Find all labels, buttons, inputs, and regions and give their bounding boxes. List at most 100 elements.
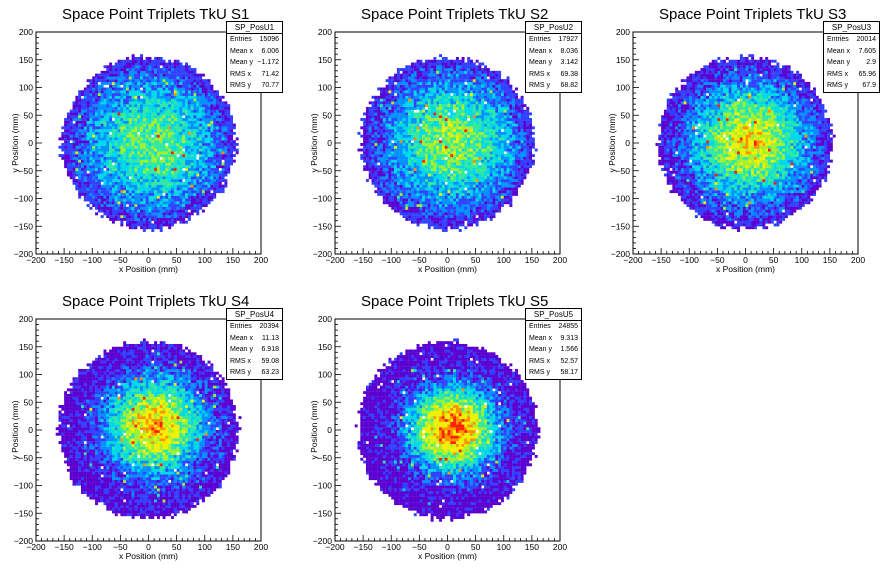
heatmap-cell (176, 190, 180, 194)
heatmap-cell (190, 201, 194, 205)
heatmap-cell (92, 170, 96, 174)
heatmap-cell (422, 145, 426, 149)
heatmap-cell (95, 131, 99, 135)
heatmap-cell (78, 120, 82, 124)
heatmap-cell (227, 134, 231, 138)
heatmap-cell (461, 143, 465, 146)
heatmap-cell (131, 201, 135, 205)
heatmap-cell (173, 70, 177, 74)
heatmap-cell (213, 98, 217, 102)
heatmap-cell (427, 156, 431, 160)
heatmap-cell (377, 143, 381, 146)
heatmap-cell (193, 148, 197, 152)
heatmap-cell (123, 87, 127, 91)
heatmap-cell (413, 181, 417, 185)
heatmap-cell (109, 154, 113, 158)
heatmap-cell (120, 143, 124, 146)
heatmap-cell (385, 115, 389, 119)
heatmap-cell (433, 209, 437, 213)
heatmap-cell (142, 143, 146, 146)
heatmap-cell (382, 165, 386, 169)
heatmap-cell (114, 206, 118, 210)
heatmap-cell (81, 137, 84, 141)
heatmap-cell (450, 217, 454, 221)
heatmap-cell (450, 187, 454, 191)
heatmap-cell (95, 192, 99, 196)
heatmap-cell (467, 131, 471, 135)
heatmap-cell (410, 187, 414, 191)
heatmap-cell (151, 223, 155, 227)
heatmap-cell (382, 162, 386, 166)
heatmap-cell (402, 184, 406, 188)
heatmap-cell (425, 151, 428, 155)
heatmap-cell (109, 81, 113, 85)
heatmap-cell (123, 170, 127, 174)
heatmap-cell (450, 68, 454, 71)
heatmap-cell (380, 95, 383, 99)
heatmap-cell (193, 192, 197, 196)
heatmap-cell (156, 226, 160, 230)
heatmap-cell (109, 140, 113, 144)
heatmap-cell (207, 95, 211, 99)
heatmap-cell (64, 148, 68, 152)
heatmap-cell (182, 73, 186, 77)
heatmap-cell (371, 137, 375, 141)
heatmap-cell (171, 156, 174, 160)
heatmap-cell (78, 173, 82, 177)
heatmap-cell (396, 204, 400, 207)
heatmap-cell (190, 131, 194, 135)
heatmap-cell (450, 215, 454, 219)
heatmap-cell (396, 206, 400, 210)
heatmap-cell (199, 140, 203, 144)
heatmap-cell (111, 137, 115, 141)
heatmap-cell (162, 90, 166, 94)
heatmap-cell (165, 131, 169, 135)
heatmap-cell (134, 123, 138, 127)
heatmap-cell (374, 118, 378, 121)
heatmap-cell (408, 162, 412, 166)
heatmap-cell (213, 134, 217, 138)
heatmap-cell (120, 134, 124, 138)
heatmap-cell (83, 179, 87, 182)
heatmap-cell (394, 165, 398, 169)
heatmap-cell (447, 106, 451, 110)
heatmap-cell (95, 90, 99, 94)
heatmap-cell (416, 184, 420, 188)
heatmap-cell (382, 98, 386, 102)
heatmap-cell (425, 181, 428, 185)
heatmap-cell (151, 68, 155, 71)
heatmap-cell (232, 159, 236, 163)
heatmap-cell (439, 151, 443, 155)
heatmap-cell (396, 195, 400, 199)
heatmap-cell (388, 140, 392, 144)
heatmap-cell (137, 209, 141, 213)
heatmap-cell (61, 154, 65, 158)
heatmap-cell (410, 220, 414, 224)
heatmap-cell (106, 145, 110, 149)
heatmap-cell (168, 112, 172, 116)
heatmap-cell (109, 123, 113, 127)
heatmap-cell (114, 165, 118, 169)
heatmap-cell (422, 112, 426, 116)
heatmap-cell (464, 131, 468, 135)
heatmap-cell (382, 123, 386, 127)
heatmap-cell (137, 181, 141, 185)
heatmap-cell (416, 173, 420, 177)
heatmap-cell (416, 59, 420, 63)
heatmap-cell (126, 79, 129, 83)
heatmap-cell (103, 104, 107, 108)
heatmap-cell (439, 206, 443, 210)
heatmap-cell (126, 209, 129, 213)
heatmap-cell (120, 129, 124, 133)
heatmap-cell (100, 73, 104, 77)
heatmap-cell (145, 137, 149, 141)
heatmap-cell (81, 115, 84, 119)
heatmap-cell (97, 179, 101, 182)
heatmap-cell (176, 126, 180, 130)
heatmap-cell (455, 176, 459, 180)
heatmap-cell (444, 176, 448, 180)
heatmap-cell (413, 212, 417, 216)
heatmap-cell (75, 165, 79, 169)
heatmap-cell (413, 137, 417, 141)
heatmap-cell (120, 90, 124, 94)
